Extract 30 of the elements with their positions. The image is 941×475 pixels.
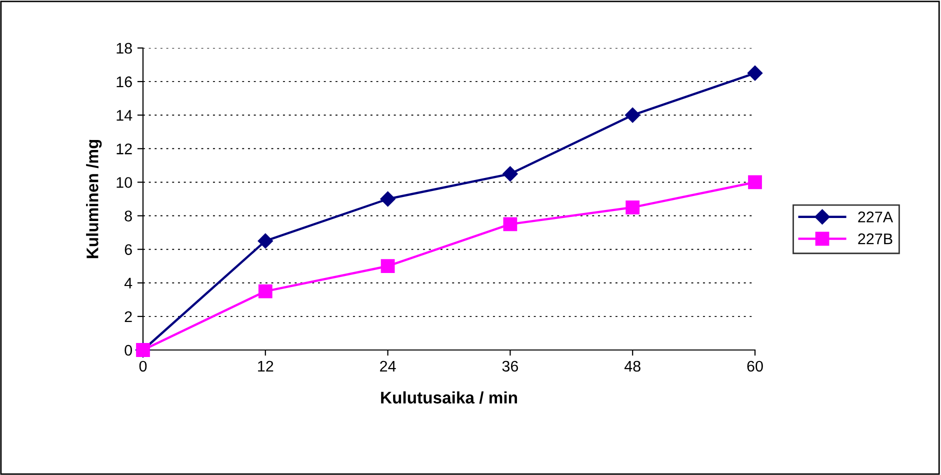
y-tick-label: 10: [116, 177, 132, 188]
point: [503, 217, 518, 232]
y-tick-label: 14: [116, 110, 132, 121]
point: [748, 175, 762, 190]
x-axis-title: Kulutusaika / min: [381, 391, 517, 404]
x-tick-label: 12: [258, 360, 274, 372]
point: [380, 259, 395, 274]
y-tick-label: 6: [124, 244, 132, 256]
legend-label: 227A: [858, 212, 894, 222]
y-tick-label: 8: [124, 210, 132, 222]
x-tick-label: 0: [139, 360, 147, 372]
point: [258, 233, 273, 249]
x-tick-label: 24: [380, 360, 396, 372]
y-axis-title: Kuluminen /mg: [86, 140, 102, 258]
y-tick-label: 4: [124, 278, 132, 288]
point: [626, 200, 640, 214]
x-tick-label: 36: [502, 360, 518, 372]
y-tick-label: 12: [116, 144, 132, 154]
y-tick-label: 18: [116, 42, 132, 54]
legend-label: 227B: [858, 233, 892, 244]
y-tick-label: 16: [116, 76, 132, 88]
y-tick-label: 2: [124, 311, 132, 322]
point: [258, 284, 272, 298]
point: [625, 108, 640, 123]
y-tick-label: 0: [124, 344, 132, 356]
x-tick-label: 60: [747, 360, 763, 372]
point: [502, 166, 518, 182]
point: [747, 66, 763, 81]
x-tick-label: 48: [624, 360, 640, 372]
point: [380, 191, 396, 207]
